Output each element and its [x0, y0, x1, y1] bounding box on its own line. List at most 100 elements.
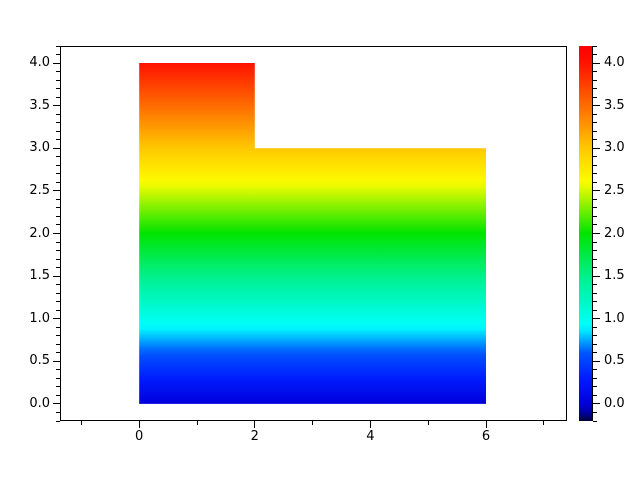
colorbar-tick-label: 0.5 — [604, 353, 625, 369]
colorbar-tick-label: 1.5 — [604, 268, 625, 284]
colorbar-tick-label: 3.5 — [604, 97, 625, 113]
y-minor-tick — [56, 224, 60, 226]
y-tick-label: 0.0 — [29, 395, 50, 411]
y-minor-tick — [56, 139, 60, 141]
colorbar-major-tick — [593, 403, 600, 405]
y-minor-tick — [56, 258, 60, 260]
colorbar-minor-tick — [593, 207, 597, 209]
y-tick-label: 4.0 — [29, 55, 50, 71]
y-major-tick — [53, 62, 60, 64]
colorbar-minor-tick — [593, 309, 597, 311]
colorbar-tick-label: 4.0 — [604, 55, 625, 71]
colorbar-minor-tick — [593, 326, 597, 328]
y-minor-tick — [56, 173, 60, 175]
y-major-tick — [53, 275, 60, 277]
colorbar-minor-tick — [593, 292, 597, 294]
y-minor-tick — [56, 309, 60, 311]
colorbar-minor-tick — [593, 96, 597, 98]
y-minor-tick — [56, 122, 60, 124]
y-minor-tick — [56, 130, 60, 132]
y-major-tick — [53, 105, 60, 107]
colorbar-major-tick — [593, 233, 600, 234]
y-minor-tick — [56, 352, 60, 354]
colorbar-minor-tick — [593, 284, 597, 286]
colorbar-major-tick — [593, 275, 600, 277]
colorbar-minor-tick — [593, 71, 597, 73]
y-major-tick — [53, 360, 60, 362]
colorbar-minor-tick — [593, 343, 597, 345]
y-major-tick — [53, 190, 60, 192]
colorbar-minor-tick — [593, 164, 597, 166]
colorbar-tick-label: 1.0 — [604, 310, 625, 326]
colorbar-minor-tick — [593, 181, 597, 183]
y-major-tick — [53, 147, 60, 149]
y-tick-label: 3.0 — [29, 140, 50, 156]
y-minor-tick — [56, 386, 60, 388]
y-minor-tick — [56, 164, 60, 166]
y-minor-tick — [56, 369, 60, 371]
y-tick-label: 2.0 — [29, 225, 50, 241]
colorbar-major-tick — [593, 147, 600, 149]
x-major-tick — [485, 421, 487, 428]
y-minor-tick — [56, 377, 60, 379]
colorbar-minor-tick — [593, 377, 597, 379]
colorbar-minor-tick — [593, 241, 597, 243]
colorbar — [579, 46, 592, 421]
colorbar-minor-tick — [593, 139, 597, 141]
colorbar-minor-tick — [593, 88, 597, 90]
y-minor-tick — [56, 411, 60, 413]
colorbar-minor-tick — [593, 369, 597, 371]
y-tick-label: 0.5 — [29, 353, 50, 369]
y-tick-label: 1.0 — [29, 310, 50, 326]
y-minor-tick — [56, 71, 60, 73]
colorbar-minor-tick — [593, 411, 597, 413]
colorbar-minor-tick — [593, 258, 597, 260]
colorbar-major-tick — [593, 360, 600, 362]
y-minor-tick — [56, 394, 60, 396]
y-minor-tick — [56, 79, 60, 81]
y-minor-tick — [56, 96, 60, 98]
colorbar-major-tick — [593, 105, 600, 107]
colorbar-major-tick — [593, 190, 600, 192]
x-minor-tick — [312, 421, 314, 425]
x-tick-label: 0 — [135, 429, 144, 444]
y-minor-tick — [56, 335, 60, 337]
colorbar-tick-label: 0.0 — [604, 395, 625, 411]
x-major-tick — [369, 421, 371, 428]
x-minor-tick — [427, 421, 429, 425]
x-minor-tick — [80, 421, 82, 425]
y-minor-tick — [56, 88, 60, 90]
colorbar-minor-tick — [593, 224, 597, 226]
colorbar-minor-tick — [593, 267, 597, 269]
y-minor-tick — [56, 113, 60, 115]
colorbar-tick-label: 2.5 — [604, 182, 625, 198]
colorbar-minor-tick — [593, 386, 597, 388]
colorbar-tick-label: 2.0 — [604, 225, 625, 241]
colorbar-minor-tick — [593, 45, 597, 47]
colorbar-minor-tick — [593, 335, 597, 337]
colorbar-minor-tick — [593, 113, 597, 115]
colorbar-minor-tick — [593, 79, 597, 81]
x-tick-label: 4 — [366, 429, 375, 444]
colorbar-minor-tick — [593, 394, 597, 396]
y-tick-label: 3.5 — [29, 97, 50, 113]
colorbar-minor-tick — [593, 250, 597, 252]
y-minor-tick — [56, 326, 60, 328]
colorbar-minor-tick — [593, 173, 597, 175]
y-minor-tick — [56, 301, 60, 303]
y-tick-label: 2.5 — [29, 182, 50, 198]
y-minor-tick — [56, 241, 60, 243]
colorbar-tick-label: 3.0 — [604, 140, 625, 156]
y-minor-tick — [56, 198, 60, 200]
y-major-tick — [53, 318, 60, 320]
x-major-tick — [138, 421, 140, 428]
y-minor-tick — [56, 343, 60, 345]
y-major-tick — [53, 233, 60, 234]
y-minor-tick — [56, 45, 60, 47]
colorbar-minor-tick — [593, 54, 597, 56]
y-minor-tick — [56, 215, 60, 217]
y-minor-tick — [56, 267, 60, 269]
colorbar-minor-tick — [593, 352, 597, 354]
y-minor-tick — [56, 284, 60, 286]
